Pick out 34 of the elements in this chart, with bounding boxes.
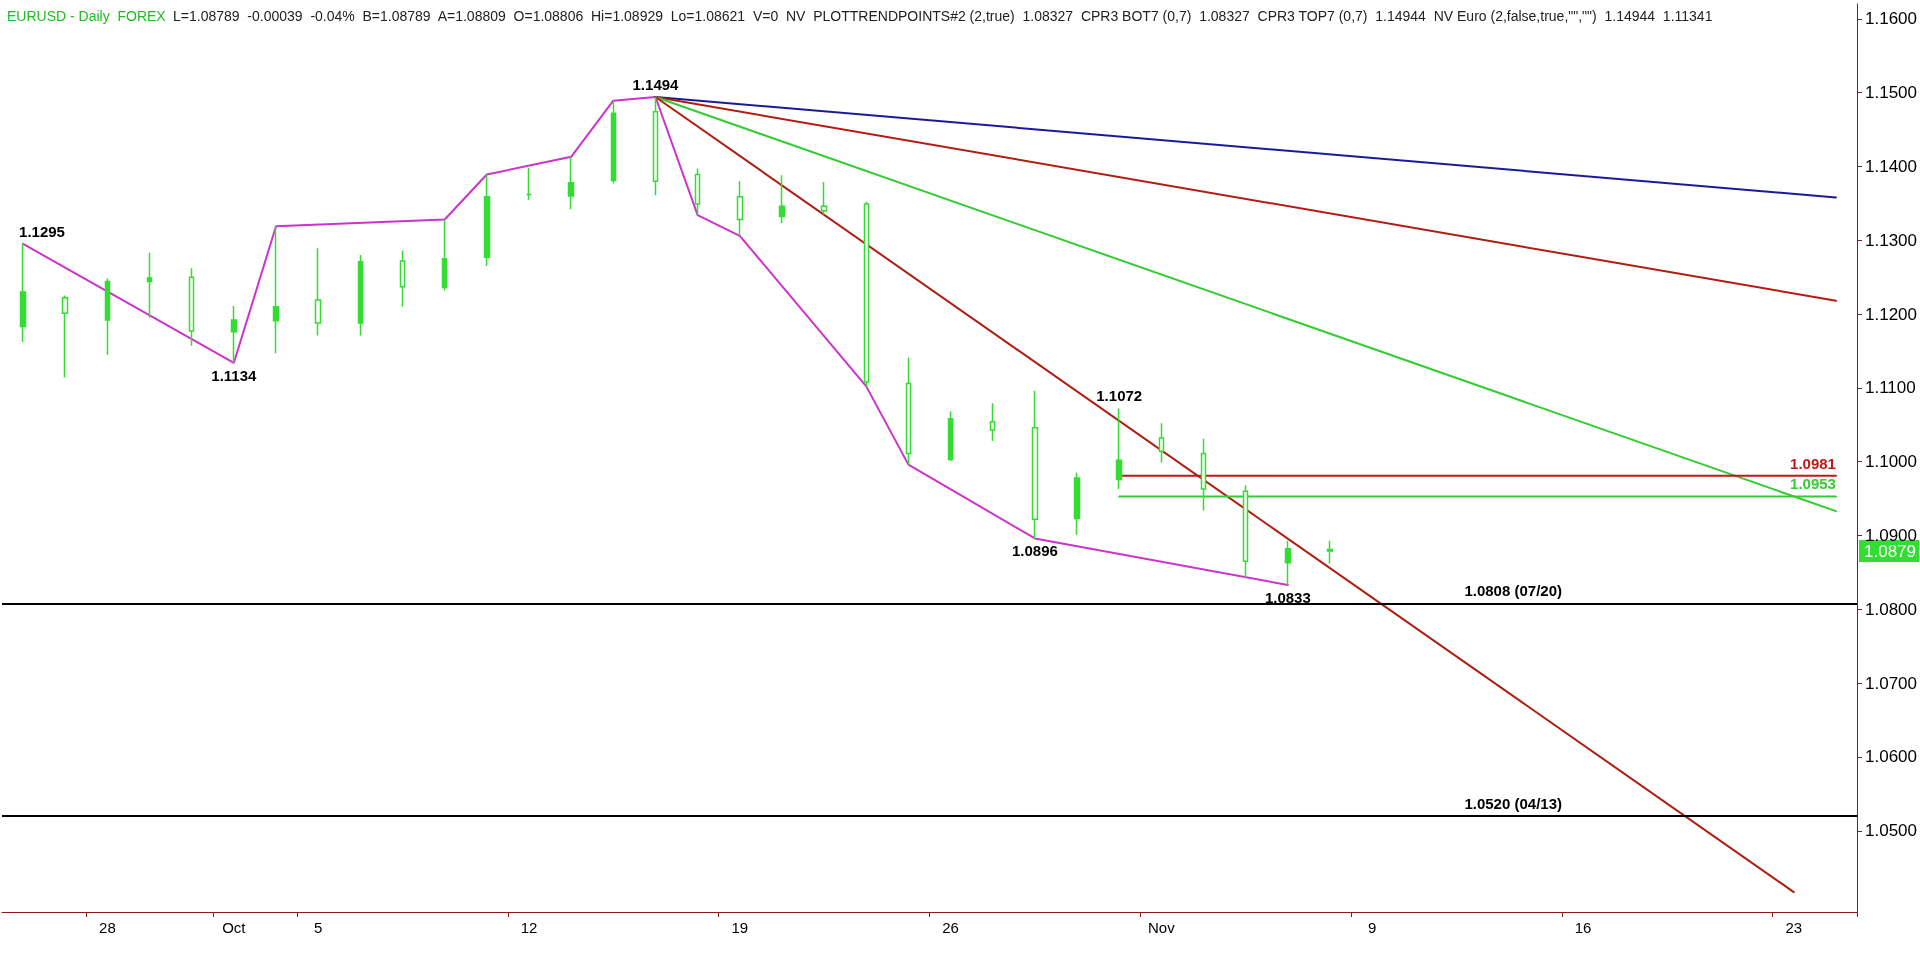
y-tick-label: 1.1000 bbox=[1865, 452, 1917, 472]
y-tick-label: 1.1400 bbox=[1865, 156, 1917, 176]
data-label: 1.1494 bbox=[632, 76, 680, 94]
data-label: 1.1134 bbox=[211, 366, 258, 384]
chart-title: EURUSD - Daily FOREX bbox=[7, 8, 167, 24]
data-label: 1.1295 bbox=[19, 222, 65, 240]
y-tick-label: 1.1100 bbox=[1865, 378, 1916, 398]
x-tick-label: 26 bbox=[942, 919, 959, 936]
y-tick-label: 1.0500 bbox=[1865, 821, 1917, 841]
chart-subtitle: L=1.08789 -0.00039 -0.04% B=1.08789 A=1.08809 O=1.08806 Hi=1.08929 Lo=1.08621 V=0 NV PLOTTRENDPOINTS#2 (2,true) 1.08327 CPR3 BOT7 (0,7) 1.08327 CPR3 TOP7 (0,7) 1.14944 NV Euro (2,false,true,"","") 1.14944 1.11341 bbox=[173, 8, 1713, 24]
y-tick-label: 1.1500 bbox=[1865, 83, 1917, 103]
y-tick-label: 1.1300 bbox=[1865, 230, 1917, 250]
x-tick-label: 28 bbox=[99, 919, 116, 936]
y-tick-label: 1.0700 bbox=[1865, 673, 1917, 693]
ref-line-label: 1.0808 (07/20) bbox=[1464, 582, 1562, 600]
x-tick-label: Oct bbox=[222, 919, 247, 936]
data-label: 1.0953 bbox=[1790, 475, 1836, 493]
x-tick-label: 12 bbox=[520, 919, 538, 936]
y-tick-label: 1.0800 bbox=[1865, 599, 1917, 619]
x-tick-label: 16 bbox=[1574, 919, 1592, 936]
x-tick-label: 9 bbox=[1368, 919, 1377, 936]
data-label: 1.0981 bbox=[1790, 454, 1836, 472]
ref-line-label: 1.0520 (04/13) bbox=[1464, 795, 1562, 813]
y-tick-label: 1.1200 bbox=[1865, 304, 1917, 324]
data-label: 1.0896 bbox=[1011, 542, 1058, 560]
data-label: 1.0833 bbox=[1264, 588, 1311, 606]
text: 1.0879 bbox=[1864, 541, 1916, 561]
y-tick-label: 1.1600 bbox=[1865, 9, 1917, 29]
x-tick-label: 23 bbox=[1785, 919, 1803, 936]
x-tick-label: 5 bbox=[314, 919, 323, 936]
y-tick-label: 1.0600 bbox=[1865, 747, 1917, 767]
text: 1.1072 bbox=[1096, 386, 1143, 404]
x-tick-label: Nov bbox=[1148, 919, 1176, 936]
x-tick-label: 19 bbox=[731, 919, 749, 936]
